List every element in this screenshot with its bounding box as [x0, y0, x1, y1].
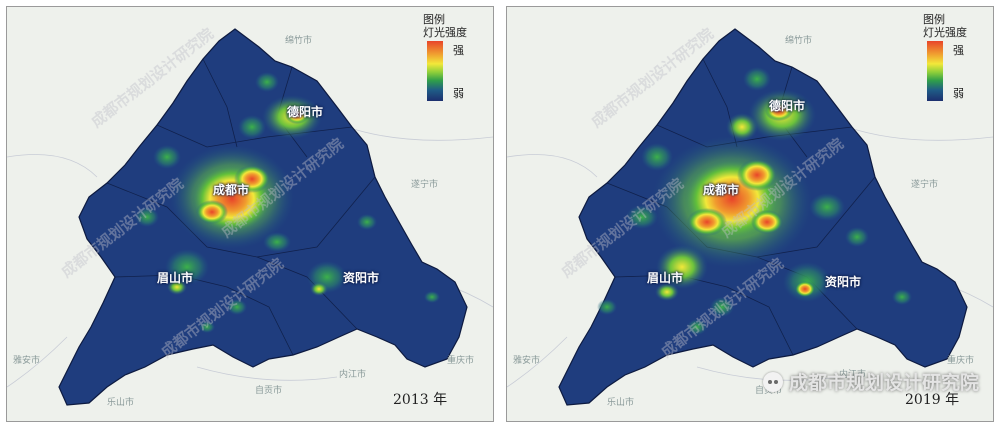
- night-light-map-2013: [7, 28, 493, 406]
- light-intensity-layer: [597, 67, 912, 335]
- map-panel-2013: 绵竹市 遂宁市 雅安市 乐山市 自贡市 内江市 重庆市 德阳市 成都市 眉山市 …: [6, 6, 494, 422]
- place-label-mianzhu: 绵竹市: [285, 36, 313, 46]
- place-label-leshan: 乐山市: [107, 398, 135, 408]
- city-label-chengdu: 成都市: [213, 183, 250, 197]
- place-label-suining: 遂宁市: [911, 180, 939, 190]
- legend-color-ramp: [927, 41, 943, 101]
- legend-color-ramp: [427, 41, 443, 101]
- city-label-deyang: 德阳市: [769, 99, 806, 113]
- light-intensity-layer: [135, 72, 440, 333]
- place-label-zigong: 自贡市: [255, 386, 283, 396]
- legend-title: 图例: [923, 13, 945, 26]
- place-label-chongqing: 重庆市: [947, 356, 975, 366]
- city-label-ziyang: 资阳市: [343, 271, 380, 285]
- city-label-meishan: 眉山市: [157, 271, 194, 285]
- place-label-yaan: 雅安市: [13, 356, 41, 366]
- legend-title: 图例: [423, 13, 445, 26]
- year-label: 2019 年: [905, 392, 960, 408]
- city-label-deyang: 德阳市: [287, 105, 324, 119]
- legend: 图例 灯光强度 强 弱: [923, 13, 989, 101]
- place-label-yaan: 雅安市: [513, 356, 541, 366]
- legend-subtitle: 灯光强度: [423, 26, 467, 39]
- place-label-chongqing: 重庆市: [447, 356, 475, 366]
- wechat-icon: [762, 371, 783, 392]
- city-label-ziyang: 资阳市: [825, 275, 862, 289]
- legend-low-label: 弱: [953, 87, 964, 100]
- city-label-chengdu: 成都市: [703, 183, 740, 197]
- place-label-neijiang: 内江市: [839, 370, 867, 380]
- city-label-meishan: 眉山市: [647, 271, 684, 285]
- night-light-map-2019: [507, 28, 993, 406]
- place-label-leshan: 乐山市: [607, 398, 635, 408]
- brand-name: 成都市规划设计研究院: [788, 372, 979, 394]
- legend-high-label: 强: [453, 44, 464, 57]
- brand-overlay: 成都市规划设计研究院: [762, 368, 979, 395]
- legend-subtitle: 灯光强度: [923, 26, 967, 39]
- legend: 图例 灯光强度 强 弱: [423, 13, 489, 101]
- place-label-mianzhu: 绵竹市: [785, 36, 813, 46]
- legend-low-label: 弱: [453, 87, 464, 100]
- year-label: 2013 年: [393, 392, 448, 408]
- legend-high-label: 强: [953, 44, 964, 57]
- map-panel-2019: 绵竹市 遂宁市 雅安市 乐山市 自贡市 内江市 重庆市 德阳市 成都市 眉山市 …: [506, 6, 994, 422]
- place-label-neijiang: 内江市: [339, 370, 367, 380]
- place-label-suining: 遂宁市: [411, 180, 439, 190]
